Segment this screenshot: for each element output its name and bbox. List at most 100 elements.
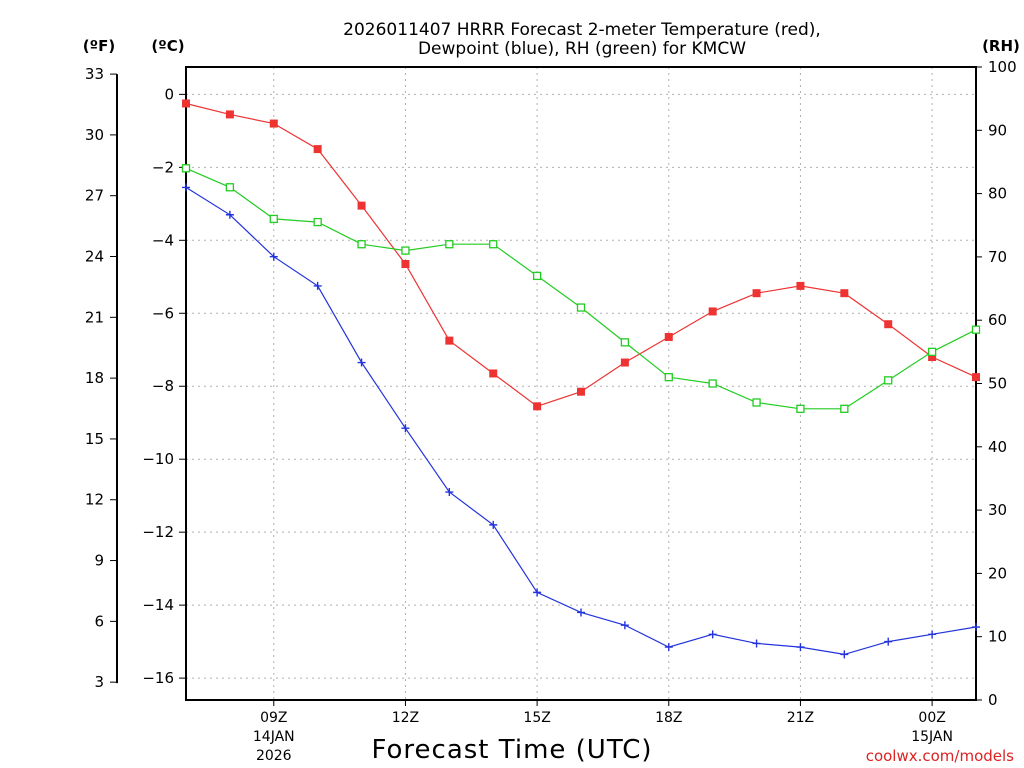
fahrenheit-tick-label: 27 bbox=[85, 187, 104, 205]
rh-point bbox=[532, 271, 542, 281]
temperature-point bbox=[664, 332, 673, 341]
rh-tick-label: 40 bbox=[988, 438, 1007, 456]
dewpoint-point bbox=[401, 424, 410, 433]
rh-point bbox=[884, 376, 893, 385]
dewpoint-point bbox=[225, 210, 234, 219]
temperature-point bbox=[445, 336, 454, 345]
rh-tick-label: 0 bbox=[988, 691, 998, 709]
rh-point bbox=[445, 240, 454, 249]
temperature-series bbox=[182, 99, 980, 411]
rh-unit-label: (RH) bbox=[982, 37, 1020, 55]
temperature-point bbox=[489, 369, 498, 378]
temperature-point bbox=[796, 281, 805, 290]
axes-layer: 0−2−4−6−8−10−12−14−163330272421181512963… bbox=[85, 58, 1017, 764]
rh-tick-label: 50 bbox=[988, 375, 1007, 393]
dewpoint-point bbox=[269, 252, 278, 261]
temperature-point bbox=[840, 289, 849, 298]
rh-tick-label: 70 bbox=[988, 248, 1007, 266]
rh-point bbox=[971, 325, 981, 334]
x-tick-date-label: 14JAN bbox=[253, 729, 295, 745]
fahrenheit-tick-label: 18 bbox=[85, 369, 104, 387]
dewpoint-point bbox=[928, 630, 937, 639]
source-credit: coolwx.com/models bbox=[866, 747, 1014, 765]
fahrenheit-tick-label: 6 bbox=[94, 612, 104, 630]
temperature-point bbox=[577, 387, 585, 396]
x-tick-label: 21Z bbox=[787, 710, 814, 726]
fahrenheit-tick-label: 15 bbox=[85, 430, 104, 448]
temperature-point bbox=[928, 353, 937, 362]
rh-tick-label: 100 bbox=[988, 58, 1017, 76]
celsius-tick-label: −12 bbox=[142, 523, 174, 541]
dewpoint-point bbox=[313, 281, 322, 290]
dewpoint-point bbox=[796, 643, 805, 652]
dewpoint-point bbox=[840, 650, 849, 659]
celsius-unit-label: (ºC) bbox=[151, 37, 184, 55]
dewpoint-point bbox=[664, 643, 673, 652]
rh-point bbox=[927, 347, 937, 357]
temperature-point bbox=[182, 99, 190, 108]
temperature-point bbox=[708, 307, 717, 316]
rh-point bbox=[357, 240, 366, 249]
dewpoint-point bbox=[620, 621, 629, 630]
celsius-tick-label: −8 bbox=[152, 377, 174, 395]
rh-line bbox=[185, 167, 977, 410]
celsius-tick-label: −6 bbox=[152, 304, 174, 322]
x-tick-label: 00Z bbox=[918, 710, 945, 726]
celsius-tick-label: −14 bbox=[142, 596, 174, 614]
dewpoint-point bbox=[533, 588, 542, 597]
x-tick-label: 15Z bbox=[523, 710, 550, 726]
dewpoint-point bbox=[708, 630, 717, 639]
rh-point bbox=[576, 303, 586, 312]
rh-tick-label: 90 bbox=[988, 121, 1007, 139]
fahrenheit-tick-label: 12 bbox=[85, 491, 104, 509]
series-layer bbox=[181, 99, 981, 659]
rh-point bbox=[225, 183, 235, 192]
chart-title-line-1: 2026011407 HRRR Forecast 2-meter Tempera… bbox=[343, 20, 821, 40]
grid-layer bbox=[186, 67, 976, 700]
dewpoint-point bbox=[182, 183, 190, 192]
temperature-point bbox=[972, 373, 980, 382]
x-tick-label: 09Z bbox=[260, 710, 287, 726]
rh-point bbox=[752, 398, 761, 407]
dewpoint-line bbox=[185, 186, 977, 656]
rh-tick-label: 20 bbox=[988, 564, 1007, 582]
x-tick-date-label: 15JAN bbox=[911, 729, 953, 745]
dewpoint-point bbox=[357, 358, 366, 367]
dewpoint-point bbox=[577, 608, 585, 617]
rh-tick-label: 10 bbox=[988, 628, 1007, 646]
x-tick-year-label: 2026 bbox=[256, 748, 292, 764]
plot-frame bbox=[185, 66, 977, 701]
rh-tick-label: 60 bbox=[988, 311, 1007, 329]
rh-tick-label: 30 bbox=[988, 501, 1007, 519]
fahrenheit-tick-label: 21 bbox=[85, 308, 104, 326]
chart-title-line-2: Dewpoint (blue), RH (green) for KMCW bbox=[418, 39, 746, 59]
rh-point bbox=[664, 373, 673, 382]
fahrenheit-tick-label: 33 bbox=[85, 65, 104, 83]
fahrenheit-tick-label: 3 bbox=[94, 673, 104, 691]
rh-point bbox=[181, 164, 191, 173]
x-axis-title: Forecast Time (UTC) bbox=[371, 735, 652, 765]
celsius-tick-label: −4 bbox=[152, 231, 174, 249]
celsius-tick-label: −2 bbox=[152, 158, 174, 176]
temperature-point bbox=[269, 119, 278, 128]
dewpoint-series bbox=[182, 183, 980, 659]
temperature-point bbox=[313, 145, 322, 154]
rh-point bbox=[708, 379, 717, 388]
fahrenheit-unit-label: (ºF) bbox=[83, 37, 115, 55]
x-tick-label: 18Z bbox=[655, 710, 682, 726]
dewpoint-point bbox=[884, 637, 893, 646]
temperature-point bbox=[401, 260, 410, 269]
rh-point bbox=[840, 404, 849, 413]
x-tick-label: 12Z bbox=[392, 710, 419, 726]
dewpoint-point bbox=[972, 623, 980, 632]
temperature-point bbox=[752, 289, 761, 298]
temperature-point bbox=[225, 110, 234, 119]
temperature-point bbox=[884, 320, 893, 329]
rh-series bbox=[181, 164, 981, 413]
temperature-point bbox=[620, 358, 629, 367]
temperature-point bbox=[533, 402, 542, 411]
rh-point bbox=[401, 246, 410, 255]
celsius-tick-label: −10 bbox=[142, 450, 174, 468]
rh-point bbox=[620, 338, 630, 347]
